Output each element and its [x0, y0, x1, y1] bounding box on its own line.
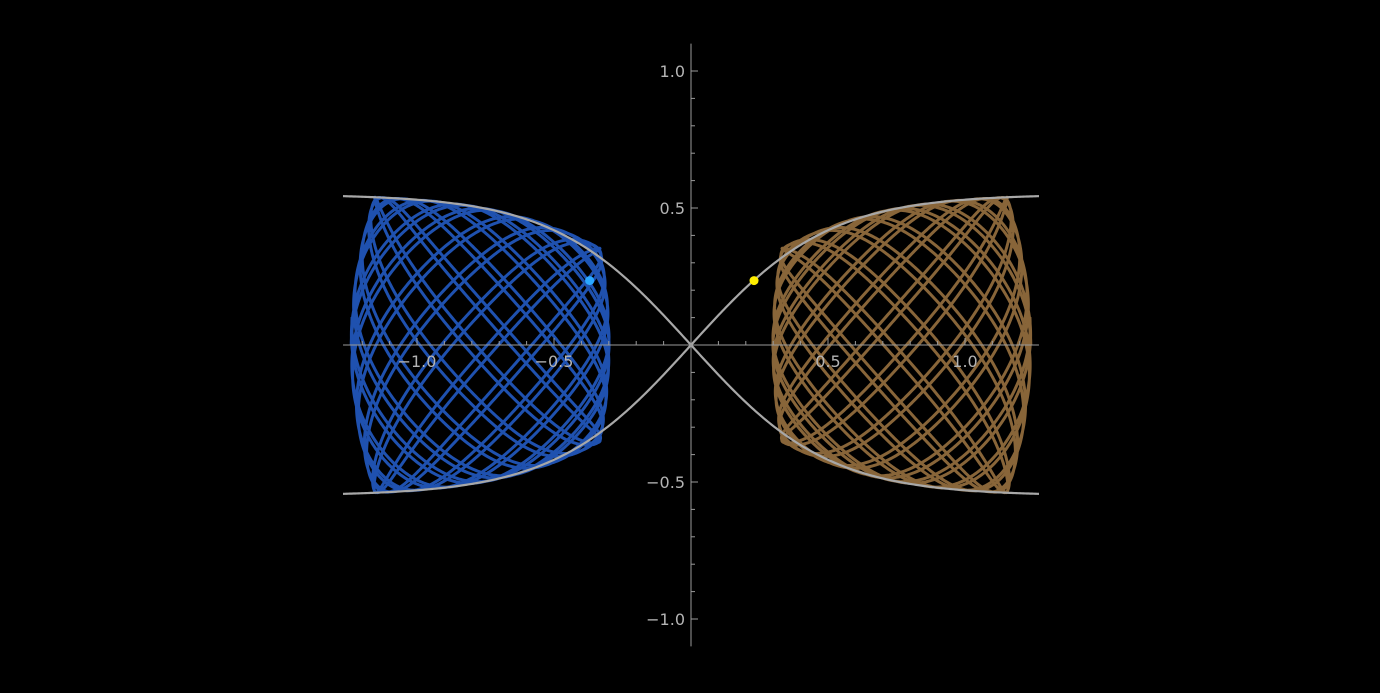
x-tick-label: −1.0 — [398, 352, 437, 371]
x-tick-label: 1.0 — [952, 352, 977, 371]
axes — [343, 43, 1039, 647]
y-tick-label: −1.0 — [646, 610, 685, 629]
y-tick-label: 1.0 — [660, 62, 685, 81]
left-marker — [585, 276, 595, 286]
markers — [585, 276, 759, 286]
lissajous-curves — [349, 195, 1033, 495]
x-tick-label: 0.5 — [815, 352, 840, 371]
ticks: −1.0 −0.5 0.5 1.0 1.0 0.5 −0.5 −1.0 — [361, 62, 1021, 629]
x-tick-label: −0.5 — [535, 352, 574, 371]
right-marker — [749, 276, 759, 286]
y-tick-label: −0.5 — [646, 473, 685, 492]
y-tick-label: 0.5 — [660, 199, 685, 218]
left-curve — [349, 195, 611, 495]
right-curve — [771, 195, 1033, 495]
